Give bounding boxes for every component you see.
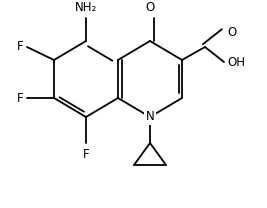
Text: OH: OH [227, 56, 245, 68]
Text: O: O [145, 1, 155, 14]
Text: O: O [227, 26, 236, 38]
Text: NH₂: NH₂ [75, 1, 97, 14]
Text: F: F [83, 148, 89, 161]
Text: N: N [146, 110, 154, 124]
Text: F: F [17, 92, 24, 104]
Text: F: F [17, 41, 24, 53]
